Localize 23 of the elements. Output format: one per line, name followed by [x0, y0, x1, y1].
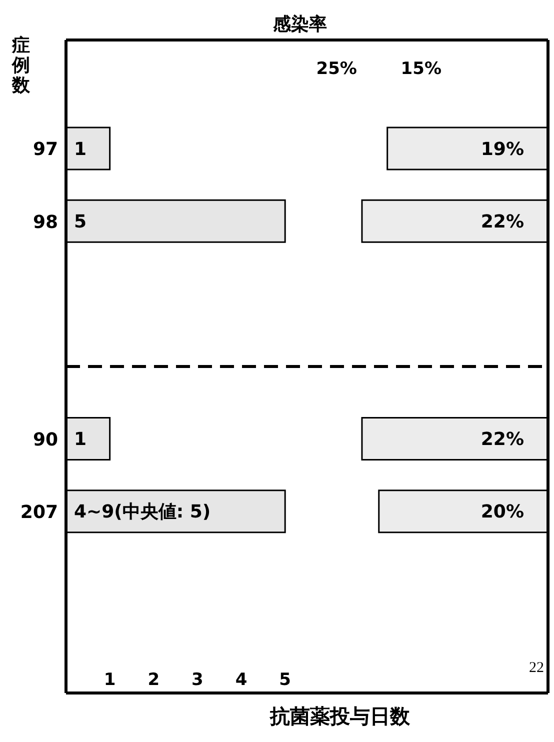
- y-tick-label: 97: [32, 139, 58, 160]
- x-axis-title: 抗菌薬投与日数: [270, 703, 410, 730]
- data-label: 1: [74, 138, 87, 160]
- data-label: 1: [74, 429, 87, 450]
- x2-tick-label: 25%: [316, 59, 357, 80]
- data-label: 4~9(中央値: 5): [74, 502, 211, 523]
- x-tick-label: 5: [279, 670, 292, 690]
- y-tick-label: 207: [20, 502, 58, 523]
- x2-tick-label: 15%: [400, 59, 442, 80]
- x-tick-label: 4: [235, 670, 248, 690]
- data-label: 5: [74, 211, 87, 232]
- x-tick-label: 2: [148, 670, 160, 690]
- y-axis-title: 症例数: [12, 35, 31, 96]
- data-label: 22%: [480, 211, 524, 232]
- y-tick-label: 90: [32, 429, 58, 450]
- data-label: 19%: [480, 138, 524, 160]
- y-tick-label: 98: [32, 212, 58, 233]
- x-tick-label: 1: [104, 670, 116, 690]
- x-tick-label: 3: [192, 670, 204, 690]
- annotation: 22: [529, 660, 544, 677]
- data-label: 22%: [480, 429, 524, 450]
- data-label: 20%: [480, 502, 524, 523]
- x2-axis-title: 感染率: [273, 13, 327, 36]
